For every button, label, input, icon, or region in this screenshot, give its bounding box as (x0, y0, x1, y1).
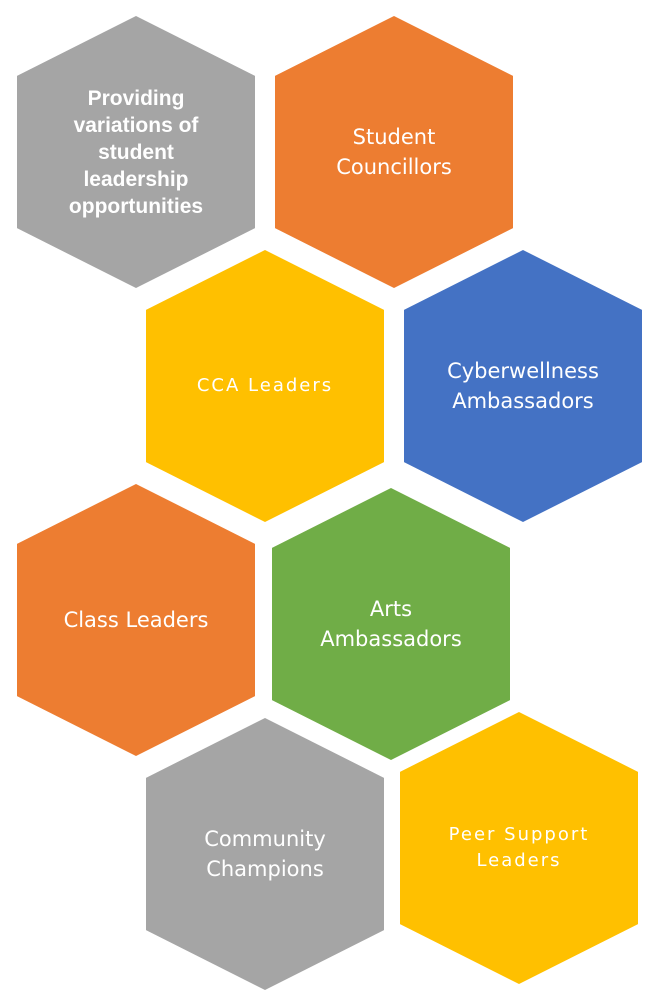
hexagon-cca-leaders-label: CCA Leaders (196, 375, 334, 396)
hexagon-intro-label: Providing variations of student leadersh… (68, 86, 204, 218)
hexagon-peer-support-leaders: Peer Support Leaders (400, 712, 638, 984)
hexagon-cyberwellness-ambassadors: Cyberwellness Ambassadors (404, 250, 642, 522)
hexagon-arts-ambassadors-label: Arts Ambassadors (320, 597, 462, 651)
hexagon-community-champions-label: Community Champions (204, 827, 326, 881)
hexagon-student-councillors: Student Councillors (275, 16, 513, 288)
hexagon-class-leaders: Class Leaders (17, 484, 255, 756)
hexagon-community-champions: Community Champions (146, 718, 384, 990)
hexagon-class-leaders-label: Class Leaders (63, 608, 209, 632)
hexagon-student-councillors-label: Student Councillors (336, 125, 452, 179)
hexagon-cca-leaders: CCA Leaders (146, 250, 384, 522)
hexagon-arts-ambassadors: Arts Ambassadors (272, 488, 510, 760)
hexagon-cyberwellness-ambassadors-label: Cyberwellness Ambassadors (447, 359, 599, 413)
hexagon-peer-support-leaders-label: Peer Support Leaders (448, 824, 590, 871)
hexagon-intro: Providing variations of student leadersh… (17, 16, 255, 288)
